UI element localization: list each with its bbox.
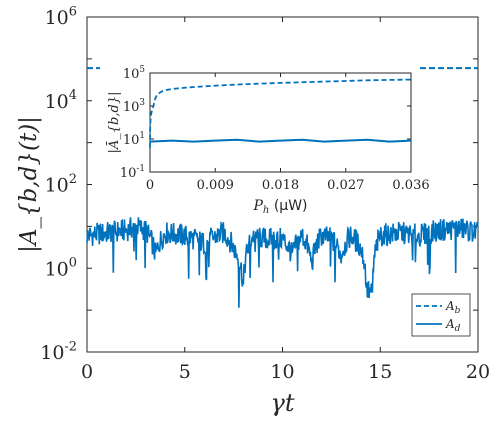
inset-y-tick-label: 103 <box>123 98 145 115</box>
inset-y-axis-label: |Ā_{b,d}| <box>106 92 122 154</box>
x-tick-label: 20 <box>466 361 490 383</box>
y-tick-label: 102 <box>45 172 77 197</box>
x-tick-label: 0 <box>81 361 93 383</box>
x-tick-label: 5 <box>179 361 191 383</box>
legend-label-Ab: Ab <box>445 299 461 316</box>
inset-series-line-Ab <box>149 78 411 148</box>
inset-y-tick-label: 10-1 <box>120 164 145 181</box>
inset-x-axis-label: Ph (μW) <box>253 198 308 216</box>
legend-label-Ad: Ad <box>445 317 461 334</box>
y-tick-label: 100 <box>45 256 77 281</box>
legend <box>411 293 471 337</box>
inset-x-tick-label: 0.036 <box>392 178 429 193</box>
x-axis-label: γt <box>271 389 295 417</box>
y-tick-label: 106 <box>45 4 77 29</box>
inset-x-tick-label: 0.009 <box>197 178 234 193</box>
inset-y-tick-label: 101 <box>123 131 145 148</box>
y-axis-label-text: |A_{b,d}(t)| <box>16 116 42 253</box>
y-tick-label: 10-2 <box>40 339 77 364</box>
inset-series-line-Ad <box>149 138 412 143</box>
inset-frame <box>149 72 412 173</box>
inset-x-tick-label: 0 <box>146 178 154 193</box>
inset-y-tick-label: 105 <box>123 65 145 82</box>
inset-x-tick-label: 0.018 <box>262 178 299 193</box>
inset-x-tick-label: 0.027 <box>327 178 364 193</box>
y-axis-label: |A_{b,d}(t)| <box>16 116 42 253</box>
inset-y-axis-label-text: |Ā_{b,d}| <box>106 92 122 154</box>
series-line-Ad <box>86 217 479 308</box>
x-tick-label: 10 <box>270 361 294 383</box>
x-tick-label: 15 <box>368 361 392 383</box>
y-tick-label: 104 <box>45 88 77 113</box>
